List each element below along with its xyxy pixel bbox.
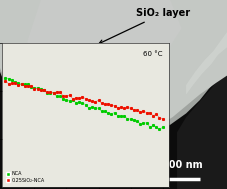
Polygon shape — [177, 66, 227, 189]
Polygon shape — [0, 0, 227, 136]
Polygon shape — [186, 32, 227, 94]
Polygon shape — [11, 55, 182, 121]
Text: 60 °C: 60 °C — [143, 51, 163, 57]
Polygon shape — [0, 70, 227, 189]
Text: SiO₂ layer: SiO₂ layer — [99, 8, 190, 44]
Text: 100 nm: 100 nm — [163, 160, 203, 170]
Polygon shape — [27, 0, 182, 98]
Polygon shape — [18, 49, 148, 113]
Legend: NCA, 0.25SiO₂-NCA: NCA, 0.25SiO₂-NCA — [5, 170, 46, 185]
